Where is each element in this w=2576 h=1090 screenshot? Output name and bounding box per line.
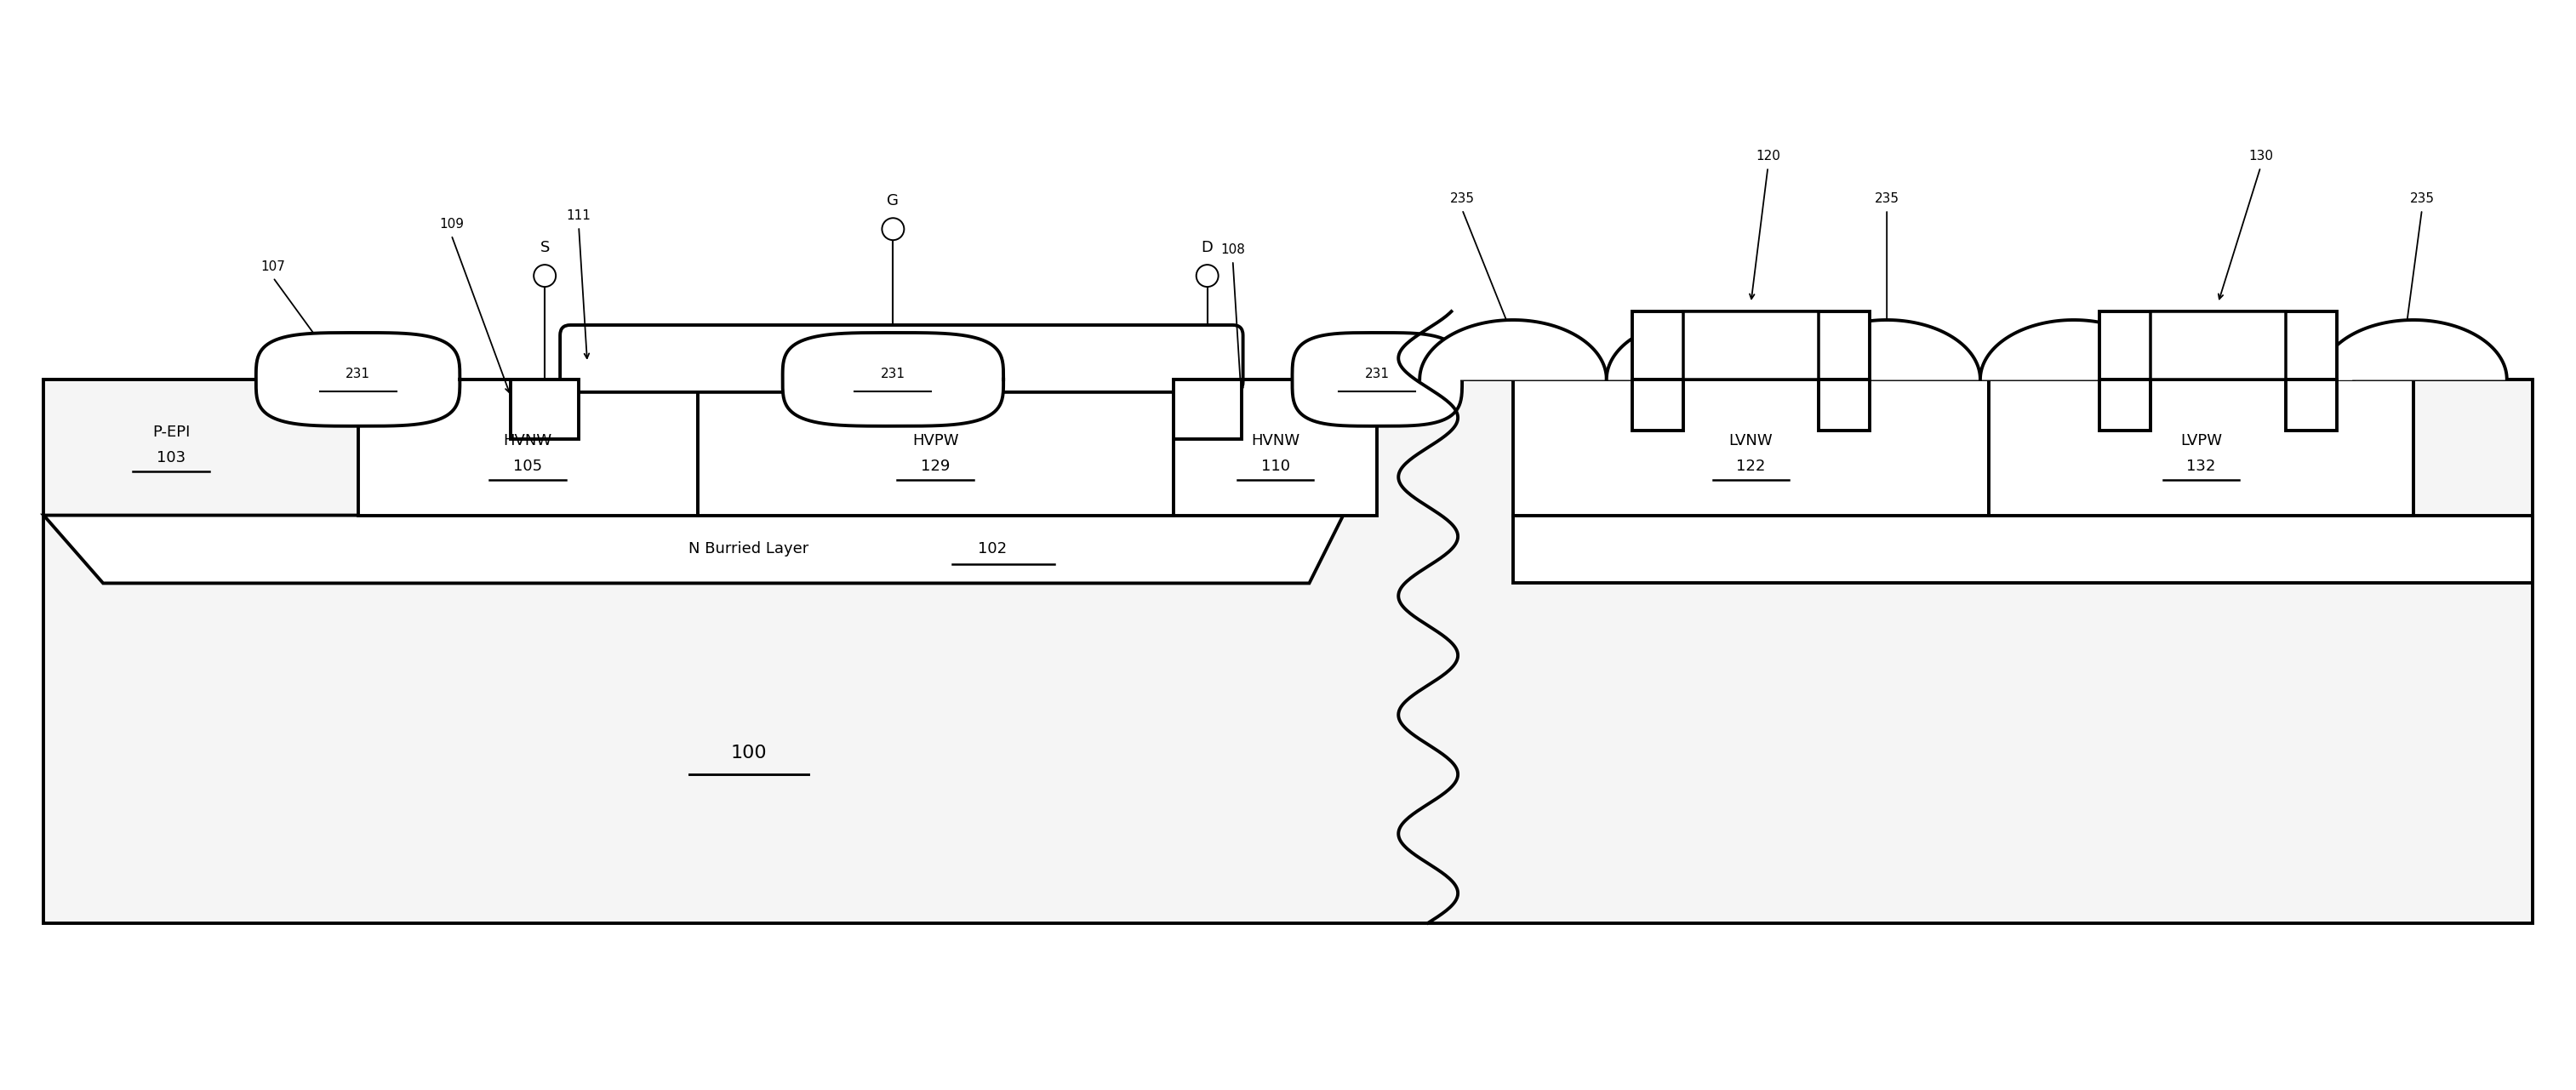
Polygon shape bbox=[1293, 332, 1463, 426]
Text: 108: 108 bbox=[1221, 243, 1244, 256]
Text: 111: 111 bbox=[567, 209, 590, 222]
Text: 122: 122 bbox=[1736, 459, 1765, 474]
Bar bbox=[2099, 312, 2336, 379]
Bar bbox=[698, 379, 1172, 516]
Bar bbox=[358, 379, 698, 516]
Text: 110: 110 bbox=[1260, 459, 1291, 474]
Polygon shape bbox=[44, 379, 2532, 923]
Bar bbox=[1172, 379, 1378, 516]
Text: 103: 103 bbox=[157, 450, 185, 465]
Text: LVNW: LVNW bbox=[1728, 433, 1772, 448]
Bar bbox=[2151, 312, 2285, 379]
Polygon shape bbox=[2321, 320, 2506, 379]
Text: 105: 105 bbox=[513, 459, 544, 474]
Polygon shape bbox=[255, 332, 461, 426]
Polygon shape bbox=[783, 332, 1005, 426]
Text: 231: 231 bbox=[1365, 368, 1388, 380]
Text: 235: 235 bbox=[1875, 193, 1899, 205]
Text: 107: 107 bbox=[260, 261, 286, 274]
Text: 120: 120 bbox=[1757, 150, 1780, 162]
Bar bbox=[1512, 379, 1989, 516]
Text: 235: 235 bbox=[2409, 193, 2434, 205]
Polygon shape bbox=[1981, 320, 2166, 379]
Text: 109: 109 bbox=[438, 218, 464, 231]
Text: 235: 235 bbox=[1450, 193, 1473, 205]
Text: 100: 100 bbox=[732, 744, 768, 762]
Text: 231: 231 bbox=[345, 368, 371, 380]
Text: 132: 132 bbox=[2187, 459, 2215, 474]
Polygon shape bbox=[1793, 320, 1981, 379]
Polygon shape bbox=[1419, 320, 1607, 379]
Text: HVPW: HVPW bbox=[912, 433, 958, 448]
Polygon shape bbox=[1607, 320, 1793, 379]
Text: D: D bbox=[1200, 240, 1213, 255]
Text: LVPW: LVPW bbox=[2179, 433, 2223, 448]
Text: 231: 231 bbox=[881, 368, 904, 380]
Polygon shape bbox=[44, 516, 1342, 583]
Text: P-EPI: P-EPI bbox=[152, 424, 191, 439]
Bar bbox=[1819, 379, 1870, 431]
Bar bbox=[1172, 379, 1242, 439]
Polygon shape bbox=[1512, 516, 2532, 583]
Bar bbox=[1633, 379, 1682, 431]
Bar bbox=[1682, 312, 1819, 379]
Text: HVNW: HVNW bbox=[1252, 433, 1298, 448]
Bar bbox=[510, 379, 580, 439]
Bar bbox=[2285, 379, 2336, 431]
Text: HVNW: HVNW bbox=[502, 433, 551, 448]
Text: 130: 130 bbox=[2249, 150, 2272, 162]
Text: 129: 129 bbox=[920, 459, 951, 474]
Bar bbox=[1989, 379, 2414, 516]
Polygon shape bbox=[2166, 320, 2354, 379]
Circle shape bbox=[881, 218, 904, 240]
Text: S: S bbox=[541, 240, 549, 255]
Circle shape bbox=[533, 265, 556, 287]
Bar bbox=[1633, 312, 1870, 379]
Text: N Burried Layer: N Burried Layer bbox=[688, 542, 809, 557]
Text: 102: 102 bbox=[979, 542, 1007, 557]
Circle shape bbox=[1195, 265, 1218, 287]
FancyBboxPatch shape bbox=[559, 325, 1244, 392]
Text: G: G bbox=[886, 193, 899, 208]
Bar bbox=[2099, 379, 2151, 431]
